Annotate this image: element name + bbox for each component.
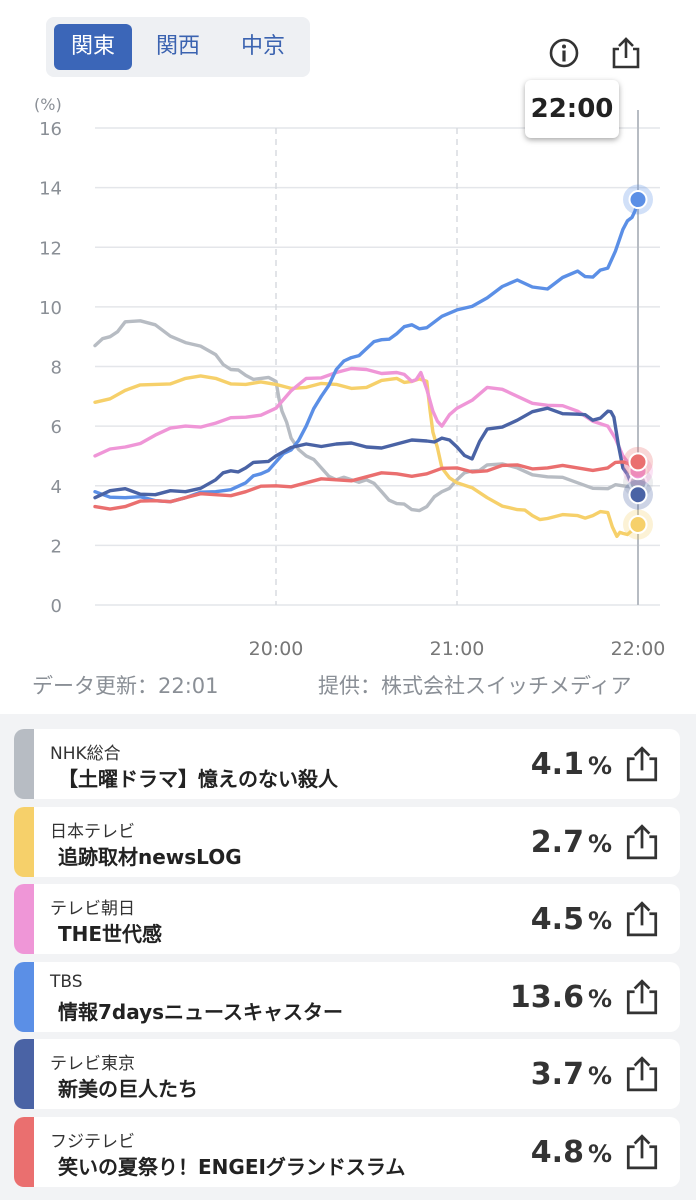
rating-number: 13.6 [509,979,584,1015]
share-icon[interactable] [624,1133,660,1171]
rating-value: 3.7% [531,1057,612,1092]
rating-number: 4.5 [530,902,584,938]
y-tick-label: 2 [51,536,62,557]
x-tick-label: 22:00 [611,638,666,660]
series-end-point [628,452,648,472]
x-tick-label: 20:00 [249,638,304,660]
rating-value: 4.5% [531,902,612,937]
series-end-point [628,515,648,535]
series-end-point [628,190,648,210]
time-tooltip: 22:00 [525,80,619,138]
y-tick-label: 4 [51,477,62,498]
program-title: THE世代感 [58,922,163,947]
channel-name: NHK総合 [50,744,121,764]
y-axis-unit: (%) [34,95,62,114]
program-title: 新美の巨人たち [58,1077,198,1102]
channel-color-stripe [14,806,34,877]
rating-unit: % [587,984,612,1013]
tab-chukyo[interactable]: 中京 [240,34,285,59]
x-tick-label: 21:00 [430,638,485,660]
share-icon[interactable] [624,978,660,1016]
rating-unit: % [587,752,612,780]
channel-name: テレビ朝日 [50,899,135,920]
channel-name: テレビ東京 [50,1054,135,1075]
rating-value: 4.8% [531,1135,612,1170]
channel-name: フジテレビ [50,1132,135,1152]
program-card[interactable]: TBS 情報7daysニュースキャスター 13.6% [14,961,680,1032]
program-card[interactable]: NHK総合【土曜ドラマ】憶えのない殺人 4.1% [14,729,680,799]
series-line [93,197,640,504]
y-tick-label: 12 [39,238,62,259]
share-icon[interactable] [624,1055,660,1093]
channel-color-stripe [14,1117,34,1187]
program-title: 追跡取材newsLOG [58,844,242,869]
program-card[interactable]: テレビ朝日 THE世代感 4.5% [14,884,680,955]
info-icon[interactable] [547,36,581,70]
program-card[interactable]: テレビ東京 新美の巨人たち 3.7% [14,1039,680,1110]
program-card[interactable]: フジテレビ笑いの夏祭り！ENGEIグランドスラム 4.8% [14,1117,680,1187]
rating-unit: % [587,829,612,858]
rating-value: 2.7% [531,825,612,860]
channel-name: 日本テレビ [50,821,135,842]
program-title: 笑いの夏祭り！ENGEIグランドスラム [58,1155,406,1179]
region-tabs: 関東 関西 中京 [46,17,310,77]
y-tick-label: 10 [39,298,62,319]
rating-unit: % [587,907,612,936]
series-line [93,366,640,473]
series-line [93,406,640,500]
series-end-point [628,485,648,505]
share-icon[interactable] [624,745,660,783]
program-title: 情報7daysニュースキャスター [58,999,344,1024]
rating-number: 2.7 [530,824,584,860]
program-card[interactable]: 日本テレビ 追跡取材newsLOG 2.7% [14,806,680,877]
channel-color-stripe [14,884,34,955]
rating-value: 4.1% [531,747,612,782]
ratings-chart: 0 2 4 6 8 10 12 14 16 (%) 20:00 21:00 22:00 [34,95,666,660]
rating-unit: % [587,1062,612,1091]
tab-kansai[interactable]: 関西 [155,34,200,59]
rating-value: 13.6% [510,980,612,1015]
rating-number: 4.8 [530,1135,584,1170]
data-provider-text: 提供：株式会社スイッチメディア [318,674,632,698]
y-tick-label: 0 [51,596,62,617]
rating-number: 3.7 [530,1057,584,1093]
program-title: 【土曜ドラマ】憶えのない殺人 [58,767,338,791]
series-line [93,460,640,511]
channel-color-stripe [14,961,34,1032]
share-icon[interactable] [624,823,660,861]
y-tick-label: 8 [51,358,62,379]
y-tick-label: 6 [51,417,62,438]
channel-color-stripe [14,729,34,799]
share-icon[interactable] [624,900,660,938]
data-updated-text: データ更新：22:01 [32,674,219,698]
tab-kanto[interactable]: 関東 [54,24,132,70]
channel-color-stripe [14,1039,34,1110]
channel-name: TBS [50,971,83,992]
share-icon[interactable] [609,36,643,70]
rating-unit: % [587,1140,612,1168]
y-tick-label: 14 [39,179,62,200]
series-line [93,374,640,539]
y-tick-label: 16 [39,119,62,140]
rating-number: 4.1 [530,747,584,782]
